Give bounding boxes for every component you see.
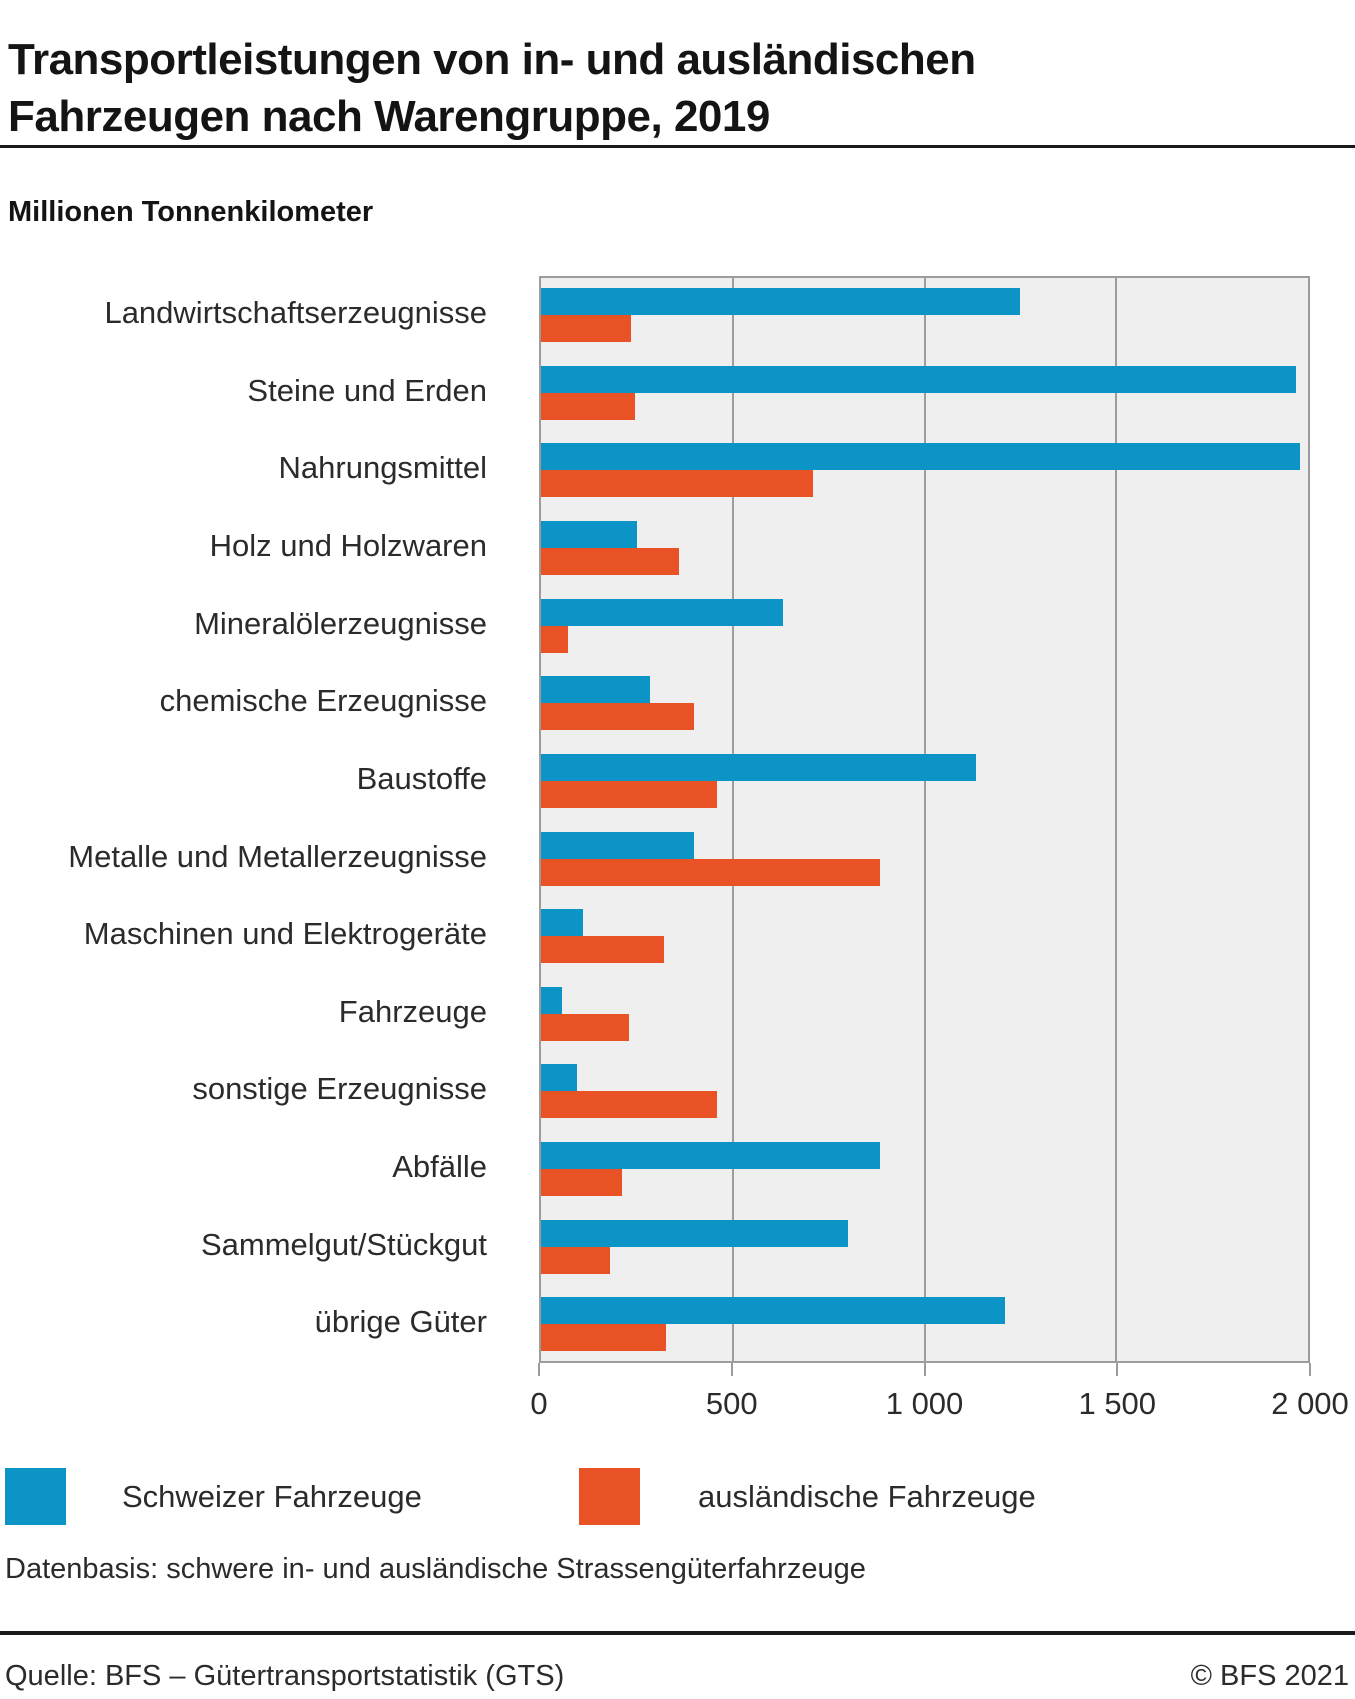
bar-schweizer-2 xyxy=(541,443,1301,471)
category-label: Steine und Erden xyxy=(247,372,487,408)
bar-auslaendische-11 xyxy=(541,1169,622,1197)
databasis-note: Datenbasis: schwere in- und ausländische… xyxy=(5,1553,866,1585)
x-tick-1500 xyxy=(1116,1363,1119,1376)
x-tick-0 xyxy=(538,1363,540,1376)
source-text: Quelle: BFS – Gütertransportstatistik (G… xyxy=(5,1660,565,1692)
page-title: Transportleistungen von in- und ausländi… xyxy=(8,35,976,142)
legend-swatch-schweizer xyxy=(5,1468,66,1525)
bar-auslaendische-7 xyxy=(541,858,881,886)
copyright-text: © BFS 2021 xyxy=(1190,1660,1349,1692)
footer-divider xyxy=(0,1631,1355,1635)
bar-schweizer-8 xyxy=(541,909,584,937)
category-label: chemische Erzeugnisse xyxy=(159,683,487,719)
bar-auslaendische-13 xyxy=(541,1324,666,1352)
category-label: Landwirtschaftserzeugnisse xyxy=(104,295,487,330)
bar-auslaendische-8 xyxy=(541,936,664,964)
bar-schweizer-4 xyxy=(541,598,783,626)
x-tick-1000 xyxy=(923,1363,926,1376)
bar-schweizer-11 xyxy=(541,1142,881,1170)
category-label: Holz und Holzwaren xyxy=(209,527,487,563)
bar-chart: Landwirtschaftserzeugnisse Steine und Erd… xyxy=(68,276,1349,1421)
bar-auslaendische-12 xyxy=(541,1246,611,1274)
bar-schweizer-3 xyxy=(541,520,637,548)
x-tick-label-2000: 2 000 xyxy=(1271,1386,1349,1421)
bar-auslaendische-2 xyxy=(541,470,814,498)
bar-auslaendische-1 xyxy=(541,392,635,420)
bar-schweizer-12 xyxy=(541,1219,848,1247)
category-label: Metalle und Metallerzeugnisse xyxy=(68,838,487,874)
bar-auslaendische-10 xyxy=(541,1091,718,1119)
bar-auslaendische-4 xyxy=(541,625,568,653)
x-tick-2000 xyxy=(1309,1363,1311,1376)
bar-schweizer-1 xyxy=(541,365,1297,393)
category-label: Nahrungsmittel xyxy=(278,450,487,486)
bar-schweizer-5 xyxy=(541,676,651,704)
plot-area xyxy=(539,276,1310,1363)
bar-schweizer-10 xyxy=(541,1064,578,1092)
legend-label-schweizer: Schweizer Fahrzeuge xyxy=(122,1479,422,1514)
category-label: Abfälle xyxy=(392,1149,487,1185)
x-tick-label-1000: 1 000 xyxy=(885,1386,964,1421)
bar-auslaendische-5 xyxy=(541,703,695,731)
title-divider xyxy=(0,145,1355,148)
x-tick-label-500: 500 xyxy=(705,1386,758,1421)
bar-schweizer-0 xyxy=(541,288,1021,315)
x-tick-500 xyxy=(730,1363,733,1376)
bar-schweizer-13 xyxy=(541,1297,1006,1325)
category-label: Sammelgut/Stückgut xyxy=(200,1226,487,1262)
unit-label: Millionen Tonnenkilometer xyxy=(8,196,374,228)
x-tick-label-0: 0 xyxy=(530,1386,548,1421)
bar-auslaendische-3 xyxy=(541,547,680,575)
category-label: Maschinen und Elektrogeräte xyxy=(83,916,487,952)
bar-schweizer-6 xyxy=(541,753,977,781)
legend-swatch-auslaendische xyxy=(579,1468,640,1525)
gridline-1000 xyxy=(923,278,926,1361)
gridline-500 xyxy=(731,278,734,1361)
category-label: Baustoffe xyxy=(356,760,487,796)
bar-auslaendische-9 xyxy=(541,1013,630,1041)
category-label: übrige Güter xyxy=(314,1304,487,1340)
bar-auslaendische-0 xyxy=(541,315,632,342)
bar-schweizer-9 xyxy=(541,986,563,1014)
bar-schweizer-7 xyxy=(541,831,695,859)
category-label: Fahrzeuge xyxy=(338,993,487,1029)
x-tick-label-1500: 1 500 xyxy=(1078,1386,1157,1421)
legend: Schweizer Fahrzeuge ausländische Fahrzeu… xyxy=(5,1468,1350,1526)
bar-auslaendische-6 xyxy=(541,780,718,808)
gridline-1500 xyxy=(1115,278,1118,1361)
category-label: Mineralölerzeugnisse xyxy=(194,605,487,641)
legend-label-auslaendische: ausländische Fahrzeuge xyxy=(698,1479,1036,1514)
category-label: sonstige Erzeugnisse xyxy=(192,1071,487,1107)
